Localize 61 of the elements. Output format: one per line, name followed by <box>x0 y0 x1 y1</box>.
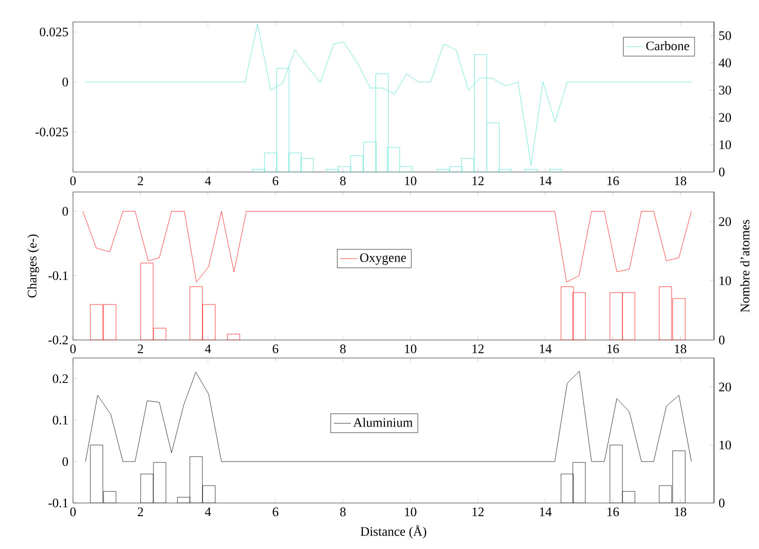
x-tick-label: 0 <box>70 508 76 516</box>
x-tick-label: 14 <box>540 344 552 354</box>
bar <box>524 169 538 172</box>
y-tick-label: 0.025 <box>40 28 68 36</box>
y2-tick-label: 0 <box>719 336 725 344</box>
x-tick-label: 4 <box>204 508 211 516</box>
y-tick-label: -0.1 <box>48 271 68 280</box>
y2-tick-label: 20 <box>719 382 731 392</box>
x-tick-label: 12 <box>472 508 484 516</box>
y2-tick-label: 20 <box>719 113 731 122</box>
x-tick-label: 16 <box>607 508 619 516</box>
legend-label: Aluminium <box>353 418 413 427</box>
y-tick-label: -0.1 <box>48 498 68 508</box>
x-tick-label: 14 <box>540 176 552 186</box>
y-tick-label: -0.2 <box>48 336 68 344</box>
y2-tick-label: 30 <box>719 86 731 95</box>
x-tick-label: 10 <box>405 176 416 186</box>
x-tick-label: 0 <box>70 176 76 186</box>
y2-tick-label: 10 <box>720 440 731 450</box>
bar <box>549 169 562 172</box>
x-tick-label: 2 <box>138 508 144 516</box>
y-tick-label: 0.1 <box>52 416 68 425</box>
legend-label: Oxygene <box>360 253 406 265</box>
x-tick-label: 2 <box>138 344 143 354</box>
bar <box>227 334 240 340</box>
y2-axis-title: Nombre d’atomes <box>740 220 750 312</box>
x-tick-label: 8 <box>340 176 346 186</box>
y-tick-label: 0 <box>62 206 68 216</box>
x-tick-label: 18 <box>674 176 686 186</box>
x-tick-label: 0 <box>70 344 76 354</box>
x-tick-label: 6 <box>272 508 278 516</box>
x-tick-label: 6 <box>272 176 278 186</box>
y2-tick-label: 0 <box>719 498 725 508</box>
x-tick-label: 18 <box>674 508 686 516</box>
x-tick-label: 6 <box>272 344 278 354</box>
legend-label: Carbone <box>646 41 690 50</box>
x-axis-title: Distance (Å) <box>360 525 426 538</box>
x-tick-label: 2 <box>138 176 143 186</box>
y2-tick-label: 0 <box>719 168 725 176</box>
x-tick-label: 10 <box>405 508 416 516</box>
y-axis-title: Charges (e-) <box>27 234 40 298</box>
x-tick-label: 18 <box>674 344 686 354</box>
x-tick-label: 16 <box>607 176 619 186</box>
x-tick-label: 8 <box>340 508 346 516</box>
x-tick-label: 12 <box>472 176 484 186</box>
x-tick-label: 8 <box>340 344 346 354</box>
x-tick-label: 12 <box>472 344 484 354</box>
y2-tick-label: 50 <box>719 31 731 40</box>
x-tick-label: 10 <box>405 344 416 354</box>
y2-tick-label: 10 <box>720 140 731 150</box>
x-tick-label: 16 <box>607 344 619 354</box>
x-tick-label: 4 <box>204 176 211 186</box>
x-tick-label: 4 <box>204 344 211 354</box>
y2-tick-label: 20 <box>719 217 731 226</box>
y-tick-label: 0 <box>62 78 68 86</box>
y2-tick-label: 10 <box>720 276 731 286</box>
y-tick-label: -0.025 <box>36 128 68 136</box>
y-tick-label: 0 <box>62 457 68 466</box>
x-tick-label: 14 <box>540 508 552 516</box>
y-tick-label: 0.2 <box>52 374 68 384</box>
y2-tick-label: 40 <box>718 58 731 68</box>
